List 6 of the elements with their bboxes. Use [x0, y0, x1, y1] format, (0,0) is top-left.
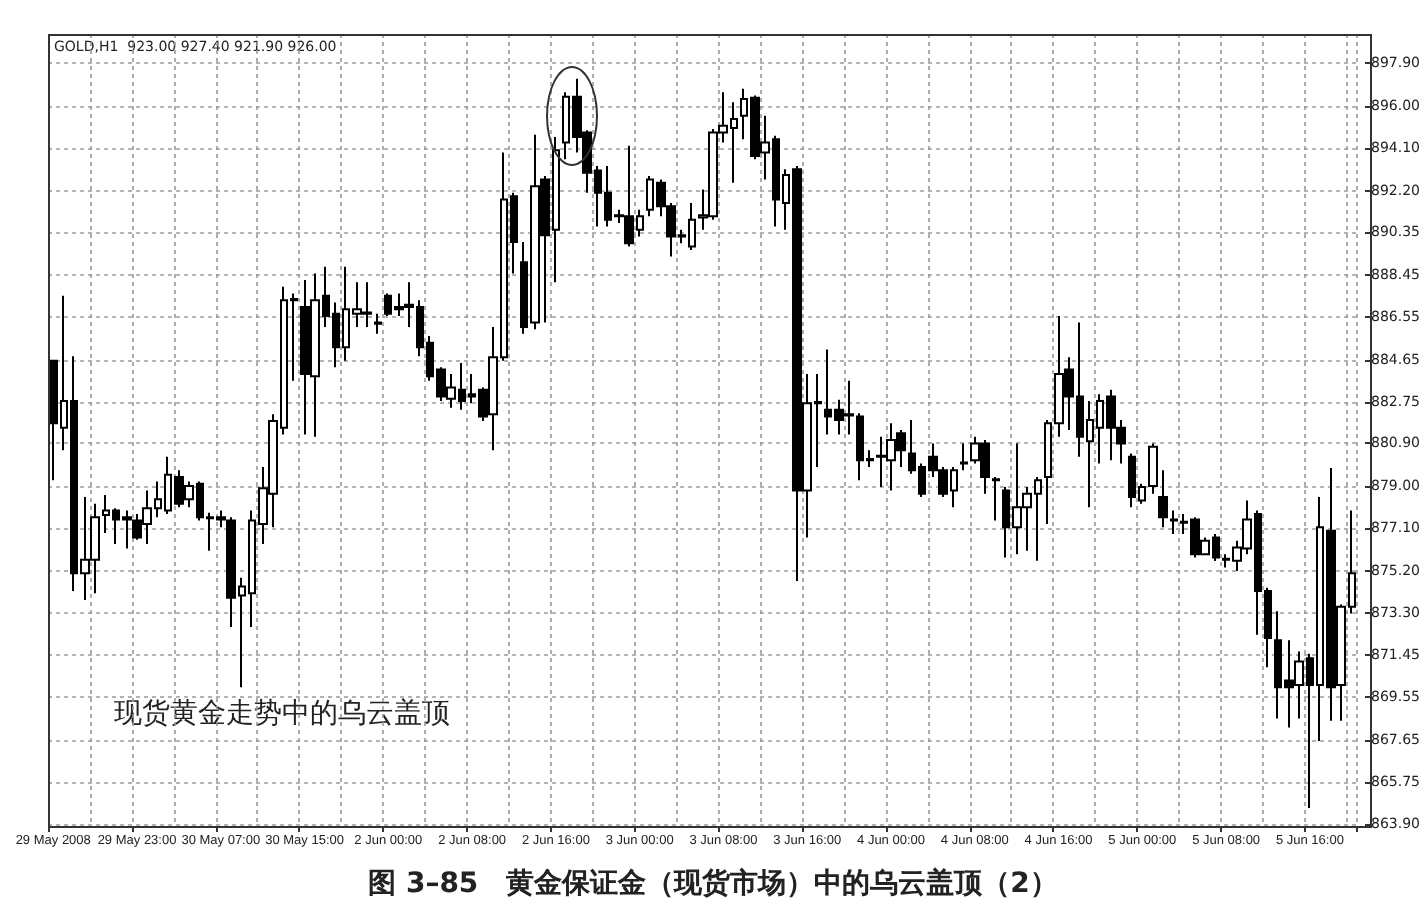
candlestick [1158, 469, 1168, 529]
candlestick [374, 312, 382, 335]
candlestick [992, 475, 1000, 522]
candlestick [960, 442, 968, 472]
text: 图 3–85 黄金保证金（现货市场）中的乌云盖顶（2） [368, 866, 1058, 900]
annotation: 现货黄金走势中的乌云盖顶 [114, 698, 450, 730]
